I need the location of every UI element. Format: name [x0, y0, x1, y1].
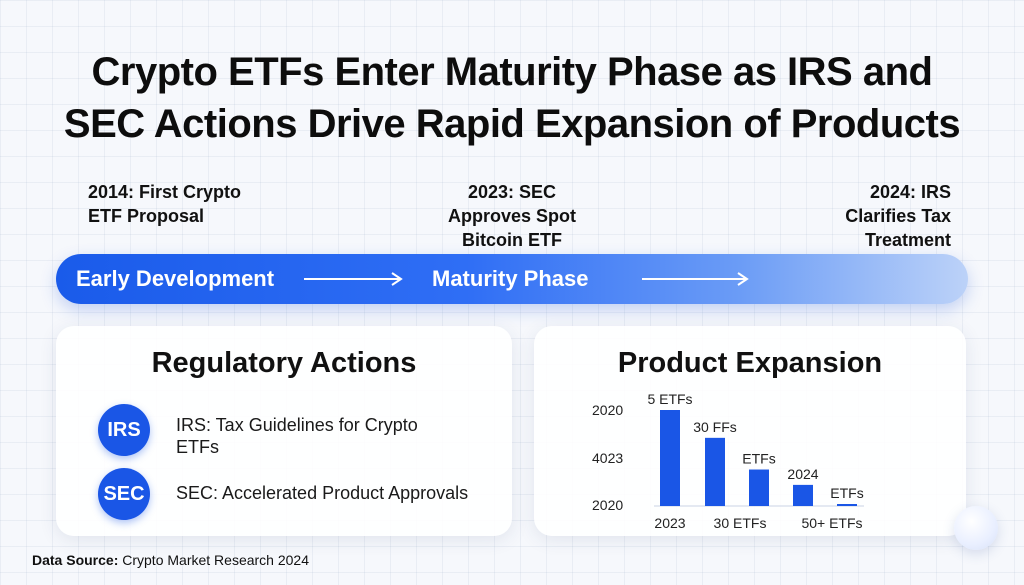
irs-action-text: IRS: Tax Guidelines for Crypto ETFs [176, 414, 476, 458]
product-expansion-chart: 2020 4023 2020 2023 30 ETFs 50+ ETFs 5 E… [592, 391, 864, 531]
bar-2 [705, 437, 725, 506]
bar-data-label: 5 ETFs [647, 391, 692, 407]
bar-data-label: ETFs [830, 485, 863, 501]
milestone-line: 2014: First Crypto [88, 182, 242, 202]
y-tick-label: 4023 [592, 450, 623, 466]
timeline-banner: Early Development Maturity Phase [56, 254, 968, 304]
x-tick-label: 50+ ETFs [801, 515, 862, 531]
decorative-circle-icon [954, 506, 998, 550]
arrow-right-icon [642, 272, 749, 286]
bar-data-label: 30 FFs [693, 419, 737, 435]
milestone-line: 2024: IRS [869, 182, 951, 202]
milestone-line: Clarifies Tax [845, 206, 951, 226]
title-line-2: SEC Actions Drive Rapid Expansion of Pro… [63, 102, 961, 146]
action-line: SEC: Accelerated Product Approvals [176, 483, 469, 503]
bar-1 [660, 410, 680, 506]
bar-data-label: ETFs [742, 451, 775, 467]
milestone-2024: 2024: IRS Clarifies Tax Treatment [800, 180, 951, 252]
data-source-label: Data Source: [32, 552, 119, 568]
product-expansion-card: Product Expansion 2020 4023 2020 2023 30… [534, 326, 966, 536]
milestone-line: Treatment [864, 230, 951, 250]
title-line-1: Crypto ETFs Enter Maturity Phase as IRS … [91, 50, 933, 94]
y-tick-label: 2020 [592, 402, 623, 418]
sec-action-text: SEC: Accelerated Product Approvals [176, 482, 496, 504]
milestone-2023: 2023: SEC Approves Spot Bitcoin ETF [432, 180, 592, 252]
data-source-text: Crypto Market Research 2024 [122, 552, 310, 568]
milestone-2014: 2014: First Crypto ETF Proposal [88, 180, 288, 228]
data-source: Data Source: Crypto Market Research 2024 [32, 552, 309, 568]
bar-5 [837, 504, 857, 506]
milestone-line: Approves Spot [447, 206, 576, 226]
bar-data-label: 2024 [787, 466, 818, 482]
phase-maturity: Maturity Phase [432, 266, 589, 291]
milestone-line: 2023: SEC [467, 182, 557, 202]
action-line: ETFs [176, 437, 219, 457]
x-tick-label: 2023 [654, 515, 685, 531]
regulatory-actions-card: Regulatory Actions IRS IRS: Tax Guidelin… [56, 326, 512, 536]
bar-3 [749, 469, 769, 506]
irs-badge-icon: IRS [98, 404, 150, 456]
regulatory-actions-title: Regulatory Actions [151, 347, 417, 379]
sec-badge-icon: SEC [98, 468, 150, 520]
arrow-right-icon [304, 272, 403, 286]
product-expansion-title: Product Expansion [617, 347, 883, 379]
phase-early-development: Early Development [76, 266, 275, 291]
bar-4 [793, 484, 813, 506]
milestone-line: Bitcoin ETF [462, 230, 562, 250]
page-title: Crypto ETFs Enter Maturity Phase as IRS … [0, 46, 1024, 150]
action-line: IRS: Tax Guidelines for Crypto [176, 415, 418, 435]
x-tick-label: 30 ETFs [714, 515, 767, 531]
y-tick-label: 2020 [592, 497, 623, 513]
milestone-line: ETF Proposal [88, 206, 205, 226]
